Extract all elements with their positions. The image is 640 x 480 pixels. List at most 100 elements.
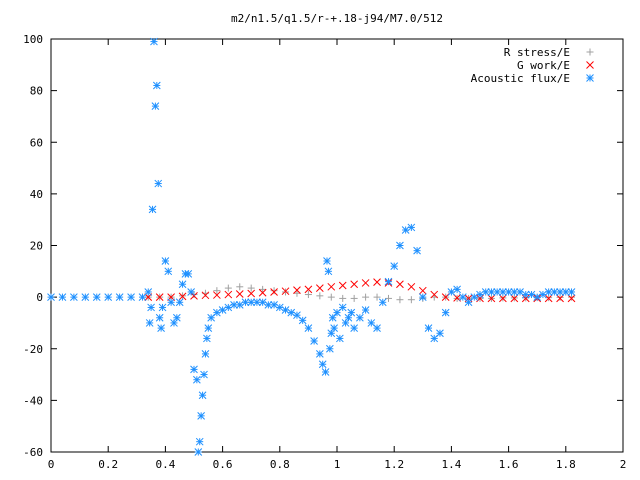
x-tick-label: 0.6 xyxy=(213,458,233,471)
y-tick-label: 0 xyxy=(36,291,43,304)
data-point xyxy=(487,294,496,303)
data-point xyxy=(327,282,336,291)
data-point xyxy=(328,313,337,322)
plot-frame xyxy=(50,38,624,453)
data-point xyxy=(336,334,344,343)
data-point xyxy=(356,313,364,322)
legend-label: R stress/E xyxy=(504,46,570,59)
data-point xyxy=(304,291,312,299)
data-point xyxy=(241,298,250,307)
y-tick-label: 100 xyxy=(23,33,43,46)
data-point xyxy=(155,313,164,322)
series-1 xyxy=(144,283,576,304)
data-point xyxy=(373,293,381,301)
data-point xyxy=(350,324,359,332)
data-point xyxy=(323,257,331,265)
data-point xyxy=(384,294,392,302)
data-point xyxy=(282,288,290,296)
data-point xyxy=(198,391,207,400)
data-point xyxy=(224,284,232,292)
data-point xyxy=(338,303,347,312)
data-point xyxy=(499,294,507,303)
data-point xyxy=(157,324,165,332)
data-point xyxy=(361,306,370,314)
data-point xyxy=(178,280,187,289)
x-tick-label: 0.8 xyxy=(270,458,290,471)
y-tick-label: 40 xyxy=(30,188,43,201)
data-point xyxy=(476,294,484,303)
data-point xyxy=(362,293,370,301)
data-point xyxy=(170,319,178,327)
data-point xyxy=(424,324,433,332)
data-point xyxy=(350,294,358,302)
data-point xyxy=(201,291,210,300)
data-point xyxy=(204,324,213,332)
data-point xyxy=(104,293,113,301)
data-point xyxy=(270,287,278,295)
data-point xyxy=(324,267,333,276)
data-point xyxy=(315,350,324,358)
y-tick-label: -20 xyxy=(23,343,43,356)
data-point xyxy=(270,288,278,296)
data-point xyxy=(247,284,255,292)
legend-label: G work/E xyxy=(517,59,570,72)
data-point xyxy=(184,270,193,278)
y-tick-label: -60 xyxy=(23,446,43,459)
data-point xyxy=(218,306,227,314)
data-point xyxy=(293,286,301,295)
data-point xyxy=(521,294,530,303)
data-point xyxy=(236,283,244,291)
legend-marker xyxy=(586,48,594,56)
data-point xyxy=(384,277,393,286)
data-point xyxy=(161,257,170,265)
data-point xyxy=(350,280,359,289)
data-point xyxy=(190,291,198,300)
data-point xyxy=(127,293,135,301)
data-point xyxy=(430,290,439,299)
data-point xyxy=(510,294,519,303)
x-tick-label: 1 xyxy=(334,458,341,471)
data-point xyxy=(567,288,576,296)
x-tick-label: 1.4 xyxy=(441,458,461,471)
x-tick-label: 1.8 xyxy=(556,458,576,471)
data-point xyxy=(200,370,208,379)
data-point xyxy=(441,308,450,317)
data-point xyxy=(194,448,203,456)
data-point xyxy=(81,293,90,301)
data-point xyxy=(330,324,338,332)
data-point xyxy=(147,303,155,312)
data-point xyxy=(197,412,206,420)
data-point xyxy=(327,293,335,301)
data-point xyxy=(258,288,267,297)
data-point xyxy=(436,329,444,338)
data-point xyxy=(154,179,163,188)
chart-title: m2/n1.5/q1.5/r-+.18-j94/M7.0/512 xyxy=(231,12,443,25)
data-point xyxy=(187,288,195,296)
data-point xyxy=(164,267,173,276)
data-point xyxy=(203,334,211,343)
data-point xyxy=(155,293,164,301)
data-point xyxy=(464,294,473,303)
series-2 xyxy=(144,278,576,303)
data-point xyxy=(373,324,381,332)
data-point xyxy=(201,350,210,358)
data-point xyxy=(556,294,564,303)
data-point xyxy=(318,360,327,369)
data-point xyxy=(259,285,267,293)
data-point xyxy=(298,316,307,325)
data-point xyxy=(550,288,559,296)
data-point xyxy=(396,280,404,289)
data-point xyxy=(151,102,160,110)
axes: 0 0.2 0.4 0.6 0.8 1 1.2 1.4 1.6 1.8 2 -60 -40 -20 0 20 4… xyxy=(23,33,626,471)
data-point xyxy=(413,246,421,255)
data-point xyxy=(407,223,416,232)
x-tick-label: 2 xyxy=(620,458,627,471)
x-tick-label: 1.6 xyxy=(499,458,519,471)
data-point xyxy=(144,288,153,296)
data-point xyxy=(341,319,350,327)
data-point xyxy=(407,282,416,291)
data-point xyxy=(158,303,167,312)
data-point xyxy=(544,288,553,296)
data-point xyxy=(325,344,334,353)
